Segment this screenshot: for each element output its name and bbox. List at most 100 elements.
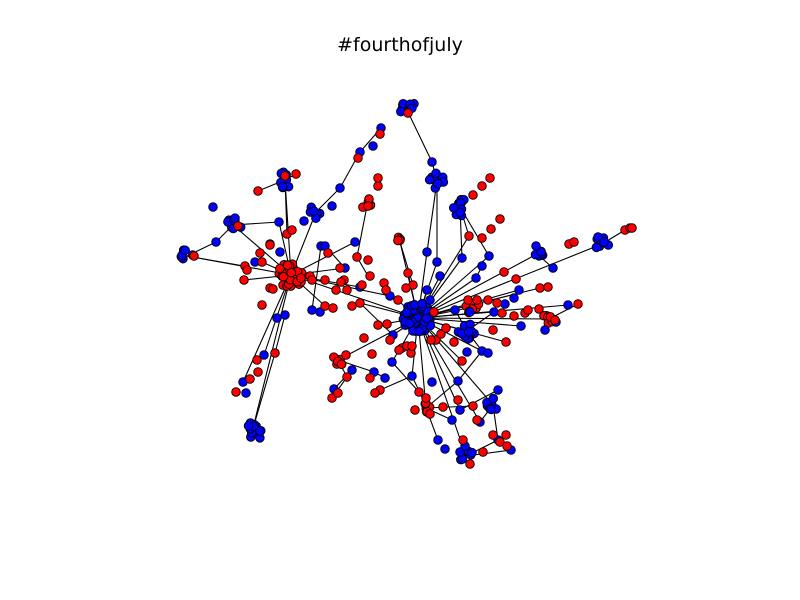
graph-node-red xyxy=(485,173,495,183)
graph-node-red xyxy=(429,307,439,317)
graph-node-blue xyxy=(230,213,240,223)
graph-node-red xyxy=(573,299,583,309)
graph-node-blue xyxy=(463,327,474,337)
graph-node-red xyxy=(502,441,512,451)
graph-node-red xyxy=(543,282,553,292)
graph-edge xyxy=(459,389,499,411)
graph-node-blue xyxy=(477,261,487,271)
graph-node-red xyxy=(393,235,403,246)
graph-node-red xyxy=(453,395,463,405)
graph-node-red xyxy=(457,356,467,366)
graph-node-blue xyxy=(483,348,493,358)
graph-node-red xyxy=(253,186,263,196)
graph-node-red xyxy=(365,271,375,281)
graph-node-blue xyxy=(453,376,463,386)
graph-edge xyxy=(399,241,414,286)
graph-node-blue xyxy=(315,307,325,317)
graph-node-red xyxy=(468,401,478,411)
graph-edge xyxy=(406,109,433,163)
graph-node-blue xyxy=(241,388,251,398)
graph-node-blue xyxy=(455,447,465,457)
graph-node-red xyxy=(488,430,498,440)
graph-node-red xyxy=(463,295,473,305)
graph-node-red xyxy=(511,274,521,284)
graph-node-blue xyxy=(509,293,519,303)
graph-node-blue xyxy=(500,299,510,309)
graph-node-blue xyxy=(280,310,290,320)
graph-node-red xyxy=(278,272,289,282)
graph-node-red xyxy=(320,301,330,311)
graph-edge xyxy=(311,245,322,311)
graph-node-red xyxy=(441,323,451,333)
graph-node-red xyxy=(307,275,317,285)
graph-node-blue xyxy=(462,347,472,357)
graph-node-red xyxy=(341,350,351,360)
graph-node-red xyxy=(407,341,417,351)
graph-node-blue xyxy=(414,326,425,337)
graph-edge xyxy=(457,350,483,382)
graph-edge xyxy=(315,187,341,213)
graph-edge xyxy=(242,274,292,383)
graph-node-red xyxy=(342,285,352,295)
graph-node-red xyxy=(535,283,545,293)
graph-node-red xyxy=(336,359,347,370)
graph-node-red xyxy=(242,265,252,275)
graph-edge xyxy=(391,361,420,393)
graph-node-red xyxy=(245,374,255,384)
graph-node-red xyxy=(320,275,330,285)
graph-node-red xyxy=(367,349,377,359)
graph-node-red xyxy=(333,388,343,398)
graph-node-red xyxy=(282,260,293,270)
graph-node-red xyxy=(401,283,411,293)
graph-node-blue xyxy=(309,206,319,216)
graph-node-blue xyxy=(307,305,317,315)
graph-node-red xyxy=(501,430,511,440)
graph-node-blue xyxy=(455,207,465,218)
graph-node-blue xyxy=(435,271,445,281)
graph-node-blue xyxy=(465,307,475,317)
graph-node-red xyxy=(286,267,297,278)
graph-node-red xyxy=(425,409,435,419)
graph-node-blue xyxy=(327,201,337,211)
graph-node-blue xyxy=(277,181,288,192)
graph-node-red xyxy=(534,304,544,314)
graph-edge xyxy=(417,317,494,406)
graph-node-red xyxy=(472,415,482,425)
graph-node-blue xyxy=(425,295,435,305)
graph-node-blue xyxy=(427,377,437,387)
graph-edge xyxy=(274,314,286,354)
graph-node-red xyxy=(436,329,446,339)
graph-node-red xyxy=(488,325,498,335)
graph-node-blue xyxy=(471,273,481,283)
graph-node-red xyxy=(550,315,560,325)
graph-node-blue xyxy=(467,447,477,458)
graph-node-red xyxy=(381,285,391,295)
graph-node-blue xyxy=(368,141,378,151)
graph-node-red xyxy=(472,295,482,305)
graph-node-red xyxy=(257,300,267,310)
graph-node-blue xyxy=(450,305,460,315)
graph-node-red xyxy=(336,277,346,287)
graph-node-red xyxy=(393,295,403,305)
graph-node-red xyxy=(449,337,459,347)
graph-node-red xyxy=(231,387,241,397)
graph-node-blue xyxy=(433,435,443,445)
graph-node-blue xyxy=(387,357,397,367)
graph-node-red xyxy=(458,435,468,445)
graph-node-blue xyxy=(431,168,441,179)
graph-node-red xyxy=(468,190,478,200)
graph-node-red xyxy=(477,233,487,243)
graph-node-red xyxy=(464,231,474,241)
graph-node-red xyxy=(352,252,362,262)
graph-edge xyxy=(426,180,438,253)
graph-node-blue xyxy=(516,321,526,331)
graph-node-red xyxy=(257,257,267,267)
graph-node-red xyxy=(497,308,507,318)
graph-node-red xyxy=(486,224,496,234)
graph-node-red xyxy=(495,214,505,224)
graph-title: #fourthofjuly xyxy=(337,34,463,56)
graph-node-blue xyxy=(299,216,309,226)
graph-node-blue xyxy=(402,307,412,318)
graph-node-red xyxy=(328,303,338,313)
